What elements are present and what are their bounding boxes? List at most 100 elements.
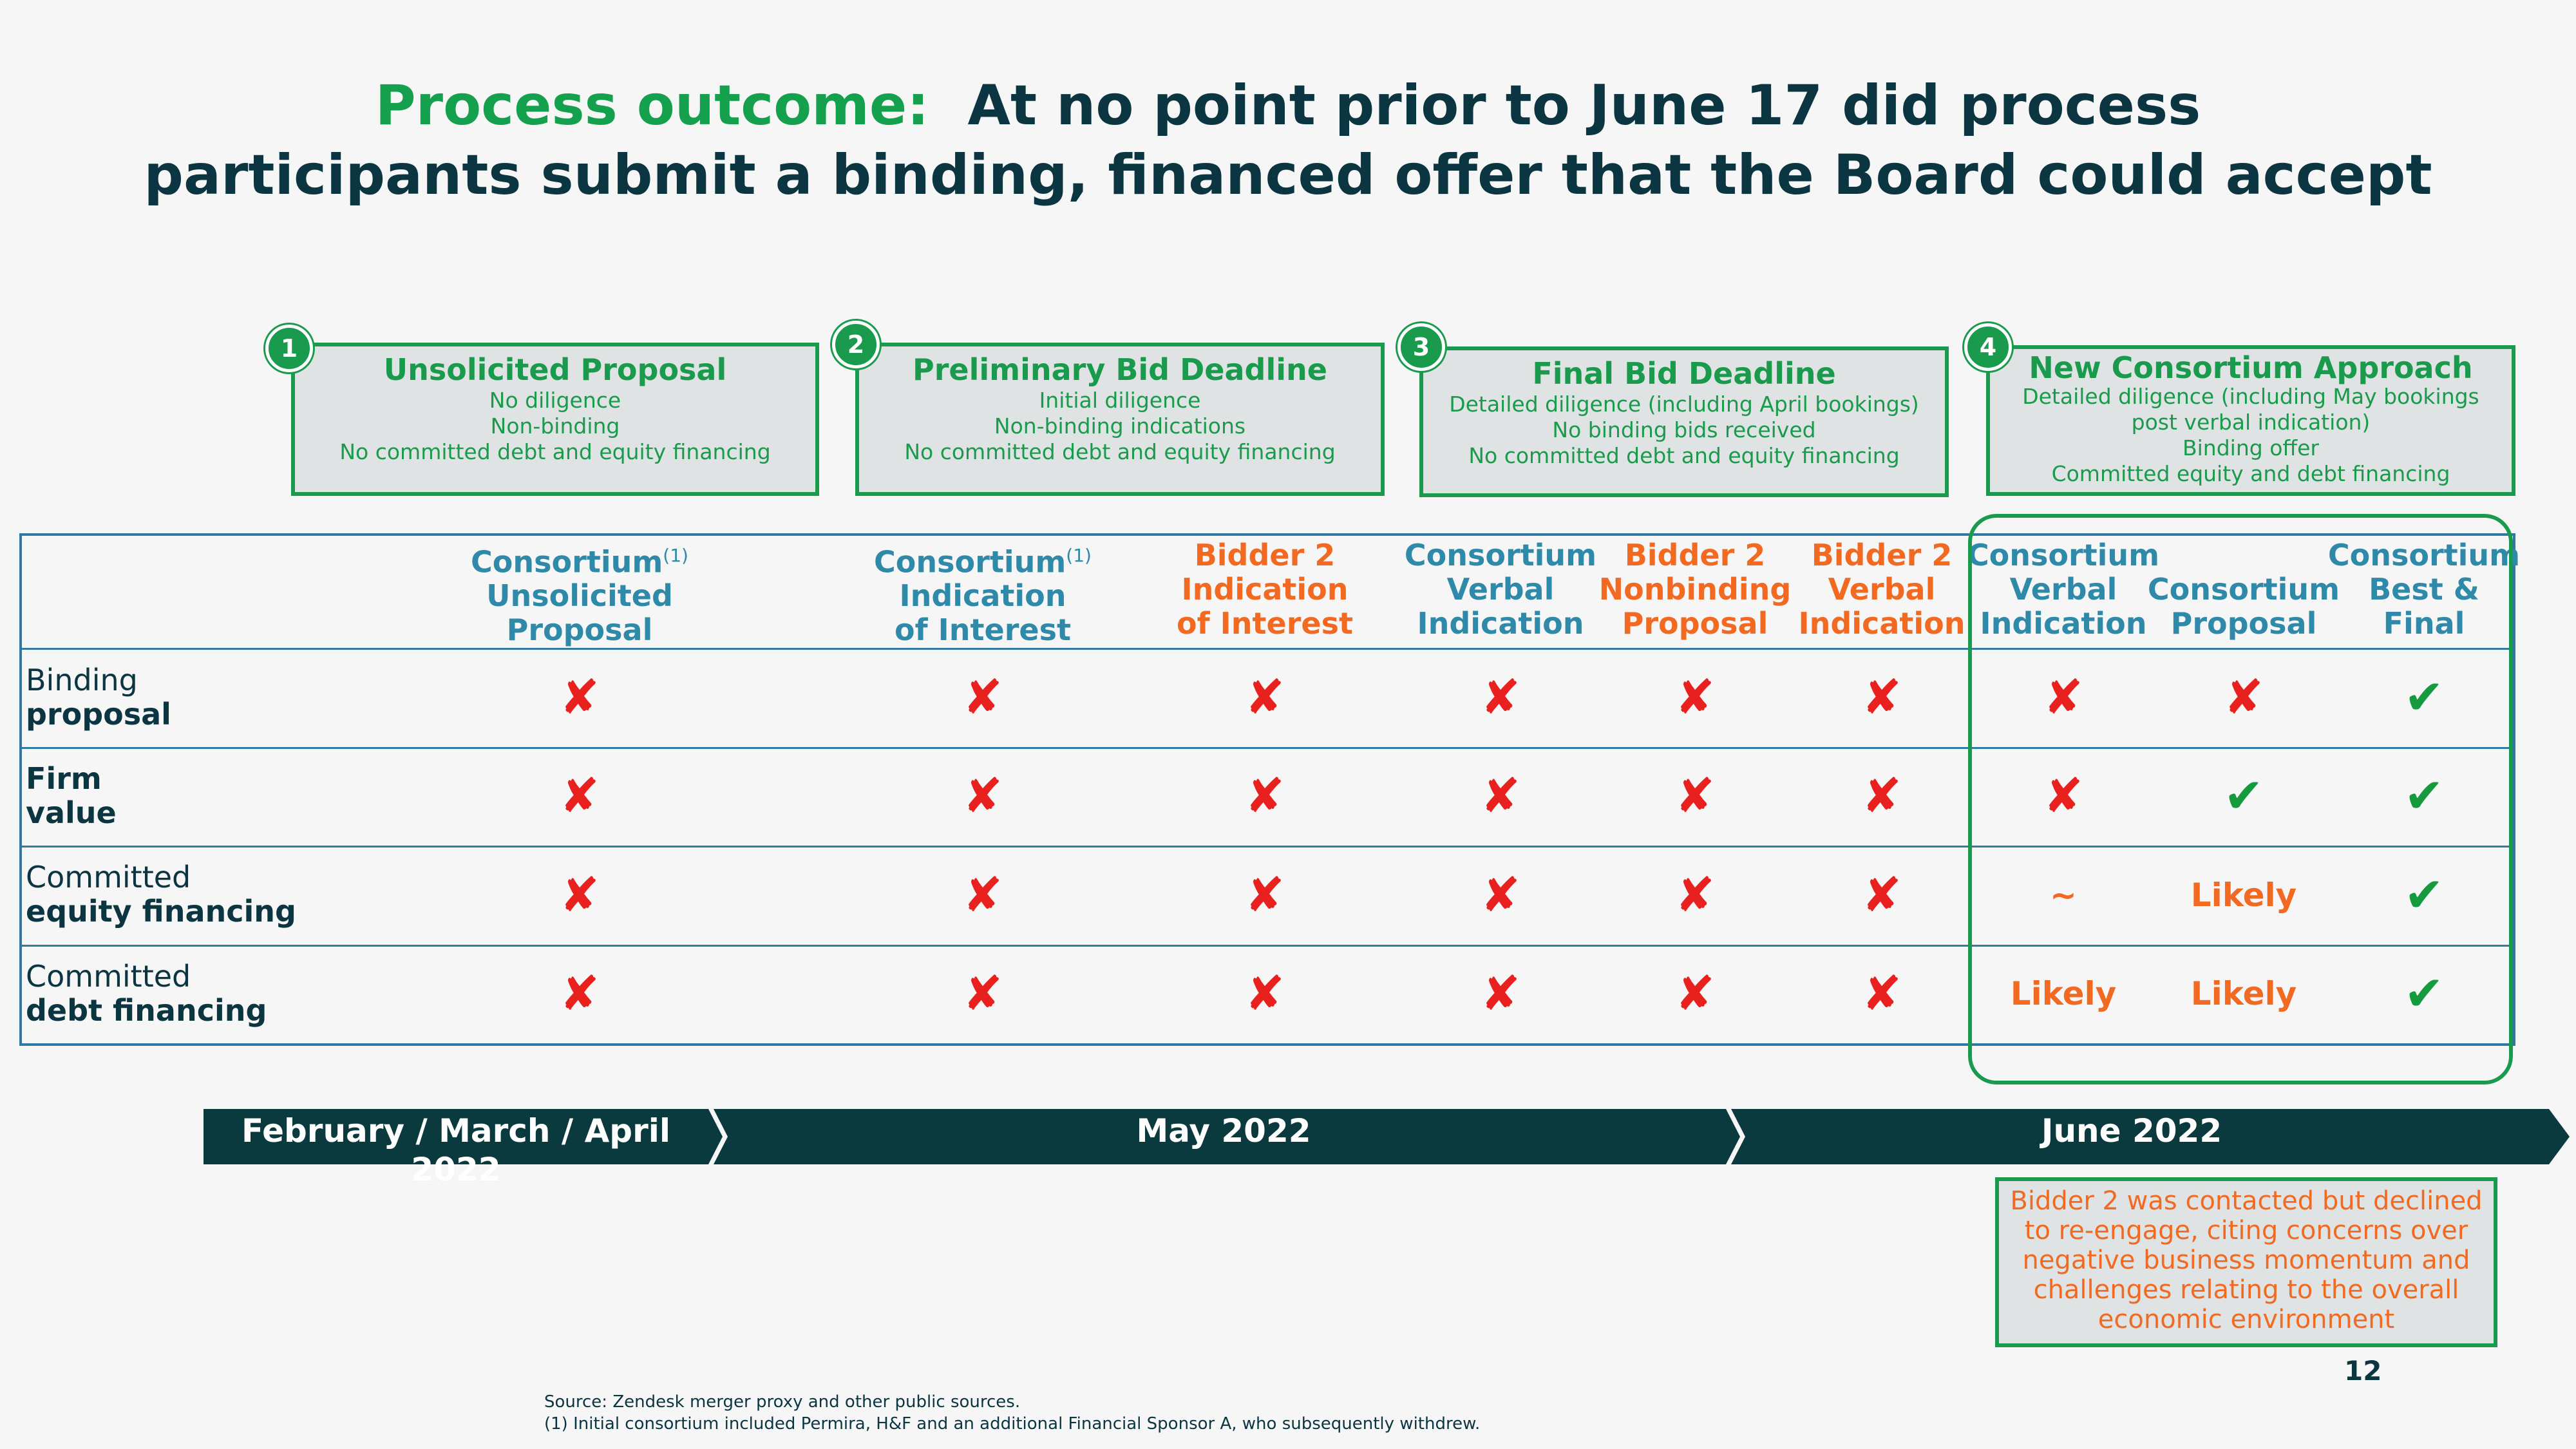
table-row-divider	[19, 747, 2515, 749]
column-header: Consortium(1) Indication of Interest	[873, 538, 1092, 647]
table-cell-value: Likely	[2190, 975, 2297, 1012]
column-header-text: Bidder 2	[1624, 538, 1766, 573]
check-icon: ✔	[2223, 768, 2264, 824]
column-header-line: Bidder 2	[1772, 538, 1991, 573]
column-header-text: Consortium	[874, 544, 1066, 580]
stage-line: Committed equity and debt financing	[2051, 461, 2450, 486]
stage-box-4: New Consortium Approach Detailed diligen…	[1986, 345, 2515, 496]
cross-icon: ✘	[2043, 670, 2083, 725]
row-label-firm-value: Firm value	[26, 762, 117, 830]
column-header-line: Bidder 2	[1155, 538, 1374, 573]
column-header-line: Indication	[1798, 606, 1965, 641]
cross-icon: ✘	[559, 670, 600, 725]
column-header-line: Consortium(1)	[470, 538, 689, 579]
cross-icon: ✘	[962, 966, 1003, 1021]
cross-icon: ✘	[1480, 966, 1520, 1021]
table-cell-value: Likely	[2010, 975, 2117, 1012]
new-consortium-highlight	[1968, 514, 2513, 1084]
row-label-bottom: value	[26, 795, 117, 830]
cross-icon: ✘	[1674, 670, 1715, 725]
timeline-segment-feb-apr	[204, 1109, 723, 1164]
check-icon: ✔	[2403, 670, 2444, 725]
cross-icon: ✘	[962, 867, 1003, 923]
column-header-line: Verbal	[1828, 572, 1936, 607]
stage-title: Unsolicited Proposal	[383, 352, 727, 387]
column-header: Bidder 2 Verbal Indication	[1772, 538, 1991, 641]
check-icon: ✔	[2403, 966, 2444, 1021]
check-icon: ✔	[2403, 768, 2444, 824]
stage-box-2: Preliminary Bid Deadline Initial diligen…	[855, 343, 1385, 496]
column-header: Consortium Verbal Indication	[1954, 538, 2173, 641]
title-line-2: participants submit a binding, financed …	[144, 143, 2432, 207]
column-header-line: of Interest	[1177, 606, 1353, 641]
check-icon: ✔	[2403, 867, 2444, 923]
column-header-line: Consortium	[2315, 538, 2533, 573]
row-label-committed-equity: Committed equity financing	[26, 860, 296, 929]
timeline-label-feb-apr: February / March / April 2022	[241, 1112, 671, 1188]
footnote-marker: (1)	[663, 545, 688, 566]
stage-line: No committed debt and equity financing	[904, 439, 1336, 464]
row-label-top: Committed	[26, 860, 191, 895]
cross-icon: ✘	[1861, 768, 1902, 824]
column-header: Bidder 2 Nonbinding Proposal	[1586, 538, 1804, 641]
column-header: Consortium(1) Unsolicited Proposal	[470, 538, 689, 647]
column-header-line: Proposal	[506, 612, 653, 648]
column-header-line: Consortium	[1954, 538, 2173, 573]
column-header-line: Indication	[1417, 606, 1584, 641]
page-title: Process outcome: At no point prior to Ju…	[0, 71, 2576, 210]
cross-icon: ✘	[1674, 966, 1715, 1021]
column-header-line: Indication	[1980, 606, 2147, 641]
cross-icon: ✘	[1244, 768, 1285, 824]
timeline-segment-june	[1731, 1109, 2570, 1164]
cross-icon: ✘	[1861, 966, 1902, 1021]
table-row-divider	[19, 846, 2515, 848]
column-header-line: Verbal	[2009, 572, 2117, 607]
row-label-bottom: equity financing	[26, 894, 296, 929]
stage-title: Preliminary Bid Deadline	[913, 352, 1327, 387]
cross-icon: ✘	[2043, 768, 2083, 824]
stage-title: Final Bid Deadline	[1532, 356, 1836, 391]
cross-icon: ✘	[1480, 768, 1520, 824]
stage-number-badge-4: 4	[1964, 323, 2012, 371]
row-label-bottom: proposal	[26, 697, 171, 732]
stage-box-3: Final Bid Deadline Detailed diligence (i…	[1419, 346, 1949, 497]
stage-line: No diligence	[489, 388, 621, 413]
cross-icon: ✘	[1674, 768, 1715, 824]
timeline-bar	[204, 1109, 2570, 1164]
column-header: Bidder 2 Indication of Interest	[1155, 538, 1374, 641]
row-label-committed-debt: Committed debt financing	[26, 960, 267, 1028]
title-prefix: Process outcome:	[375, 73, 929, 138]
column-header-line: Bidder 2	[1586, 538, 1804, 573]
column-header-line: Indication	[1181, 572, 1349, 607]
stage-line: No committed debt and equity financing	[1468, 443, 1900, 468]
stage-number-badge-3: 3	[1397, 323, 1445, 371]
column-header-line: Verbal	[1446, 572, 1555, 607]
stage-line: No committed debt and equity financing	[339, 439, 771, 464]
cross-icon: ✘	[1861, 867, 1902, 923]
stage-number-badge-1: 1	[265, 325, 313, 372]
title-line-1: Process outcome: At no point prior to Ju…	[0, 71, 2576, 140]
table-row-divider	[19, 945, 2515, 947]
stage-title: New Consortium Approach	[2029, 350, 2473, 385]
cross-icon: ✘	[962, 768, 1003, 824]
column-header-line: of Interest	[895, 612, 1071, 648]
page-number: 12	[2344, 1355, 2382, 1387]
column-header-text: Consortium	[1967, 538, 2160, 573]
stage-number-badge-2: 2	[832, 321, 880, 368]
column-header-text: Consortium	[471, 544, 663, 580]
stage-line: No binding bids received	[1552, 417, 1816, 442]
column-header: Consortium Proposal	[2134, 538, 2353, 641]
column-header-text: Bidder 2	[1811, 538, 1953, 573]
column-header-line: Proposal	[1622, 606, 1768, 641]
column-header-line: Proposal	[2170, 606, 2317, 641]
column-header-line: Unsolicited	[486, 578, 673, 614]
footnote-1: (1) Initial consortium included Permira,…	[544, 1414, 1481, 1434]
row-label-top: Committed	[26, 959, 191, 994]
footnote-marker: (1)	[1066, 545, 1092, 566]
comparison-table	[19, 533, 2515, 1046]
column-header-line: Nonbinding	[1598, 572, 1792, 607]
stage-line: Non-binding indications	[994, 413, 1246, 439]
cross-icon: ✘	[1674, 867, 1715, 923]
cross-icon: ✘	[1244, 867, 1285, 923]
footnote-source: Source: Zendesk merger proxy and other p…	[544, 1392, 1021, 1412]
